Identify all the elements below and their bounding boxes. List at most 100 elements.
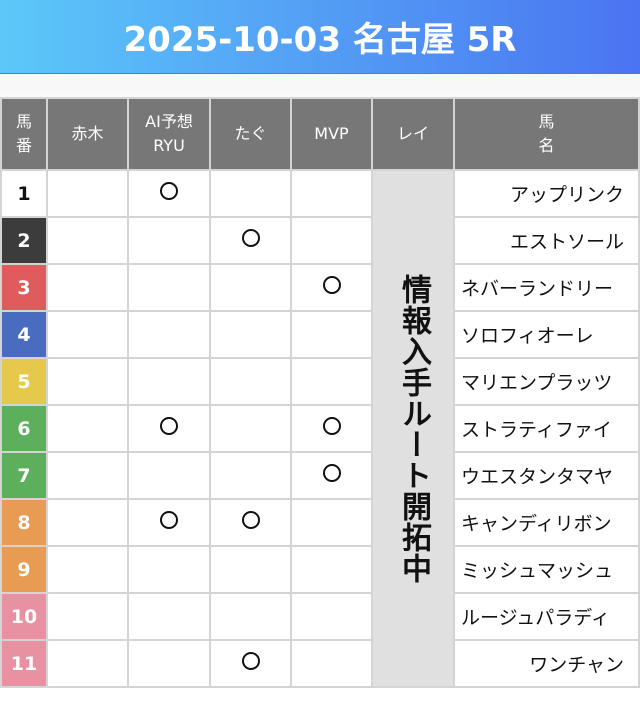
header-mvp: MVP xyxy=(290,97,373,171)
circle-mark-icon xyxy=(322,417,341,435)
prediction-table: 馬番 赤木 AI予想 RYU たぐ MVP レイ 馬名 1 情報入手ルート開拓中 アッ… xyxy=(0,97,640,688)
horse-number: 2 xyxy=(0,216,48,265)
cell-tagu xyxy=(209,310,292,359)
horse-number: 3 xyxy=(0,263,48,312)
cell-ai xyxy=(127,545,211,594)
cell-mvp xyxy=(290,592,373,641)
cell-tagu xyxy=(209,498,292,547)
circle-mark-icon xyxy=(241,652,260,670)
cell-akagi xyxy=(46,263,129,312)
horse-number: 1 xyxy=(0,169,48,218)
horse-name: エストソール xyxy=(453,216,640,265)
cell-tagu xyxy=(209,592,292,641)
circle-mark-icon xyxy=(160,417,178,435)
header-akagi: 赤木 xyxy=(46,97,129,171)
cell-ai xyxy=(127,451,211,500)
horse-name: ソロフィオーレ xyxy=(453,310,640,359)
cell-mvp xyxy=(290,310,373,359)
table-row: 8 キャンディリボン xyxy=(0,498,640,547)
cell-mvp xyxy=(290,404,373,453)
circle-mark-icon xyxy=(241,511,260,529)
race-title: 2025-10-03 名古屋 5R xyxy=(0,0,640,74)
circle-mark-icon xyxy=(322,464,341,482)
cell-akagi xyxy=(46,498,129,547)
horse-number: 8 xyxy=(0,498,48,547)
table-row: 11 ワンチャン xyxy=(0,639,640,688)
cell-mvp xyxy=(290,639,373,688)
cell-tagu xyxy=(209,357,292,406)
horse-name: ルージュパラディ xyxy=(453,592,640,641)
cell-akagi xyxy=(46,545,129,594)
cell-tagu xyxy=(209,545,292,594)
cell-akagi xyxy=(46,216,129,265)
table-row: 3 ネバーランドリー xyxy=(0,263,640,312)
cell-mvp xyxy=(290,216,373,265)
cell-tagu xyxy=(209,216,292,265)
header-ai-ryu: AI予想 RYU xyxy=(127,97,211,171)
table-row: 7 ウエスタンタマヤ xyxy=(0,451,640,500)
table-row: 5 マリエンプラッツ xyxy=(0,357,640,406)
horse-name: ウエスタンタマヤ xyxy=(453,451,640,500)
header-text: 名 xyxy=(538,136,555,155)
cell-akagi xyxy=(46,451,129,500)
horse-name: キャンディリボン xyxy=(453,498,640,547)
header-row: 馬番 赤木 AI予想 RYU たぐ MVP レイ 馬名 xyxy=(0,97,640,171)
cell-mvp xyxy=(290,263,373,312)
table-row: 1 情報入手ルート開拓中 アップリンク xyxy=(0,169,640,688)
table-row: 4 ソロフィオーレ xyxy=(0,310,640,359)
cell-ai xyxy=(127,169,211,218)
header-text: 番 xyxy=(15,136,32,155)
cell-tagu xyxy=(209,169,292,218)
cell-ai xyxy=(127,263,211,312)
cell-rei: 情報入手ルート開拓中 xyxy=(371,169,455,688)
cell-akagi xyxy=(46,169,129,218)
table-row: 6 ストラティファイ xyxy=(0,404,640,453)
table-row: 10 ルージュパラディ xyxy=(0,592,640,641)
circle-mark-icon xyxy=(160,182,178,200)
cell-mvp xyxy=(290,545,373,594)
horse-name: ネバーランドリー xyxy=(453,263,640,312)
header-text: 馬 xyxy=(15,112,32,131)
cell-akagi xyxy=(46,592,129,641)
header-text: RYU xyxy=(153,136,185,155)
header-text: 馬 xyxy=(538,112,555,131)
cell-tagu xyxy=(209,263,292,312)
cell-akagi xyxy=(46,310,129,359)
header-tagu: たぐ xyxy=(209,97,292,171)
horse-name: ミッシュマッシュ xyxy=(453,545,640,594)
cell-ai xyxy=(127,498,211,547)
horse-number: 9 xyxy=(0,545,48,594)
cell-ai xyxy=(127,592,211,641)
header-horse-name: 馬名 xyxy=(453,97,640,171)
circle-mark-icon xyxy=(160,511,178,529)
header-text: AI予想 xyxy=(145,112,193,131)
table-row: 2 エストソール xyxy=(0,216,640,265)
header-horse-number: 馬番 xyxy=(0,97,48,171)
horse-number: 7 xyxy=(0,451,48,500)
cell-ai xyxy=(127,216,211,265)
header-rei: レイ xyxy=(371,97,455,171)
cell-ai xyxy=(127,639,211,688)
cell-mvp xyxy=(290,498,373,547)
horse-number: 10 xyxy=(0,592,48,641)
horse-number: 6 xyxy=(0,404,48,453)
cell-mvp xyxy=(290,169,373,218)
circle-mark-icon xyxy=(322,276,341,294)
cell-akagi xyxy=(46,357,129,406)
horse-number: 5 xyxy=(0,357,48,406)
horse-name: ストラティファイ xyxy=(453,404,640,453)
horse-name: ワンチャン xyxy=(453,639,640,688)
cell-ai xyxy=(127,310,211,359)
horse-name: アップリンク xyxy=(453,169,640,218)
horse-name: マリエンプラッツ xyxy=(453,357,640,406)
spacer xyxy=(0,74,640,97)
horse-number: 4 xyxy=(0,310,48,359)
table-row: 9 ミッシュマッシュ xyxy=(0,545,640,594)
cell-mvp xyxy=(290,451,373,500)
cell-tagu xyxy=(209,451,292,500)
cell-ai xyxy=(127,404,211,453)
cell-tagu xyxy=(209,404,292,453)
cell-akagi xyxy=(46,639,129,688)
circle-mark-icon xyxy=(241,229,260,247)
cell-ai xyxy=(127,357,211,406)
